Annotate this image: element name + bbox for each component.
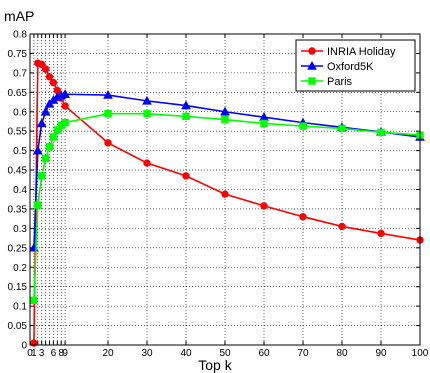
y-tick-label: 0.7	[13, 68, 27, 79]
data-point-square	[30, 296, 38, 304]
y-tick-label: 0.75	[8, 49, 28, 60]
data-point-square	[338, 124, 346, 133]
data-point-triangle	[181, 100, 191, 110]
x-tick-label: 1	[31, 348, 37, 359]
legend-label: Paris	[327, 76, 353, 88]
series-paris	[30, 109, 424, 304]
x-axis: 0 3 6 9 20 30 40 50 60 70 80 90 100 1 8	[27, 34, 429, 359]
legend-item: Oxford5K	[301, 60, 374, 73]
y-tick-label: 0.1	[13, 302, 27, 313]
data-point-circle	[49, 78, 58, 87]
y-tick-label: 0.55	[8, 127, 28, 138]
x-tick-label: 80	[336, 348, 348, 359]
x-tick-label: 40	[180, 348, 192, 359]
y-tick-label: 0.3	[13, 224, 27, 235]
data-point-circle	[308, 47, 316, 55]
y-tick-label: 0.45	[8, 166, 28, 177]
y-tick-label: 0.65	[8, 88, 28, 99]
data-point-circle	[182, 172, 190, 180]
data-point-square	[143, 109, 151, 118]
data-point-square	[104, 109, 112, 118]
data-point-square	[260, 119, 268, 128]
data-point-triangle	[142, 95, 152, 105]
data-point-square	[299, 122, 307, 130]
data-point-circle	[377, 229, 385, 238]
y-axis-title: mAP	[4, 8, 34, 24]
y-tick-label: 0.5	[13, 146, 27, 157]
data-point-triangle	[307, 60, 317, 70]
x-tick-label: 8	[58, 348, 64, 359]
data-point-circle	[143, 159, 151, 167]
data-point-circle	[260, 202, 268, 210]
data-point-square	[377, 128, 385, 137]
data-point-triangle	[32, 145, 43, 155]
x-tick-label: 20	[102, 348, 114, 359]
data-point-triangle	[103, 90, 113, 99]
y-tick-label: 0.25	[8, 243, 28, 254]
legend: INRIA Holiday Oxford5K Paris	[295, 39, 416, 92]
data-point-triangle	[36, 118, 47, 128]
y-tick-label: 0.4	[13, 185, 27, 196]
legend-label: INRIA Holiday	[327, 46, 396, 58]
data-point-square	[49, 133, 58, 141]
x-tick-label: 100	[412, 348, 429, 359]
data-point-square	[308, 77, 316, 85]
legend-item: INRIA Holiday	[301, 46, 396, 58]
data-point-circle	[221, 190, 229, 198]
data-point-square	[221, 115, 229, 124]
y-tick-label: 0.15	[8, 282, 28, 293]
data-point-circle	[45, 73, 54, 81]
data-point-circle	[338, 222, 346, 231]
data-point-square	[34, 201, 42, 209]
data-point-triangle	[220, 106, 230, 116]
data-point-square	[61, 118, 69, 127]
x-tick-label: 3	[39, 348, 45, 359]
y-tick-label: 0	[21, 341, 27, 352]
x-tick-label: 70	[297, 348, 309, 359]
x-tick-label: 50	[219, 348, 231, 359]
data-point-square	[38, 172, 46, 180]
legend-label: Oxford5K	[327, 61, 374, 73]
x-tick-label: 6	[51, 348, 57, 359]
data-point-circle	[104, 139, 112, 147]
y-tick-label: 0.6	[13, 107, 27, 118]
data-point-square	[182, 112, 190, 121]
y-tick-label: 0.2	[13, 263, 27, 274]
x-tick-label: 60	[258, 348, 270, 359]
legend-item: Paris	[301, 76, 353, 88]
y-axis: 0 0.05 0.1 0.15 0.2 0.25 0.3 0.35 0.4 0.45 0.5 0.55…	[8, 30, 420, 352]
data-point-square	[41, 154, 50, 163]
x-axis-title: Top k	[198, 357, 232, 373]
x-tick-label: 30	[141, 348, 153, 359]
data-point-square	[53, 126, 61, 134]
plot-frame	[29, 33, 421, 346]
data-point-circle	[41, 65, 50, 73]
x-tick-label: 90	[375, 348, 387, 359]
y-tick-label: 0.05	[8, 321, 28, 332]
y-tick-label: 0.8	[13, 30, 27, 41]
y-tick-label: 0.35	[8, 204, 28, 215]
x-tick-label: 9	[62, 348, 68, 359]
data-point-circle	[38, 60, 46, 69]
x-tick-label: 0	[27, 348, 33, 359]
data-point-circle	[299, 213, 307, 221]
data-point-circle	[61, 102, 69, 110]
data-point-triangle	[60, 89, 70, 98]
series-layer	[29, 59, 425, 347]
data-point-triangle	[40, 106, 51, 116]
data-point-square	[45, 143, 54, 151]
